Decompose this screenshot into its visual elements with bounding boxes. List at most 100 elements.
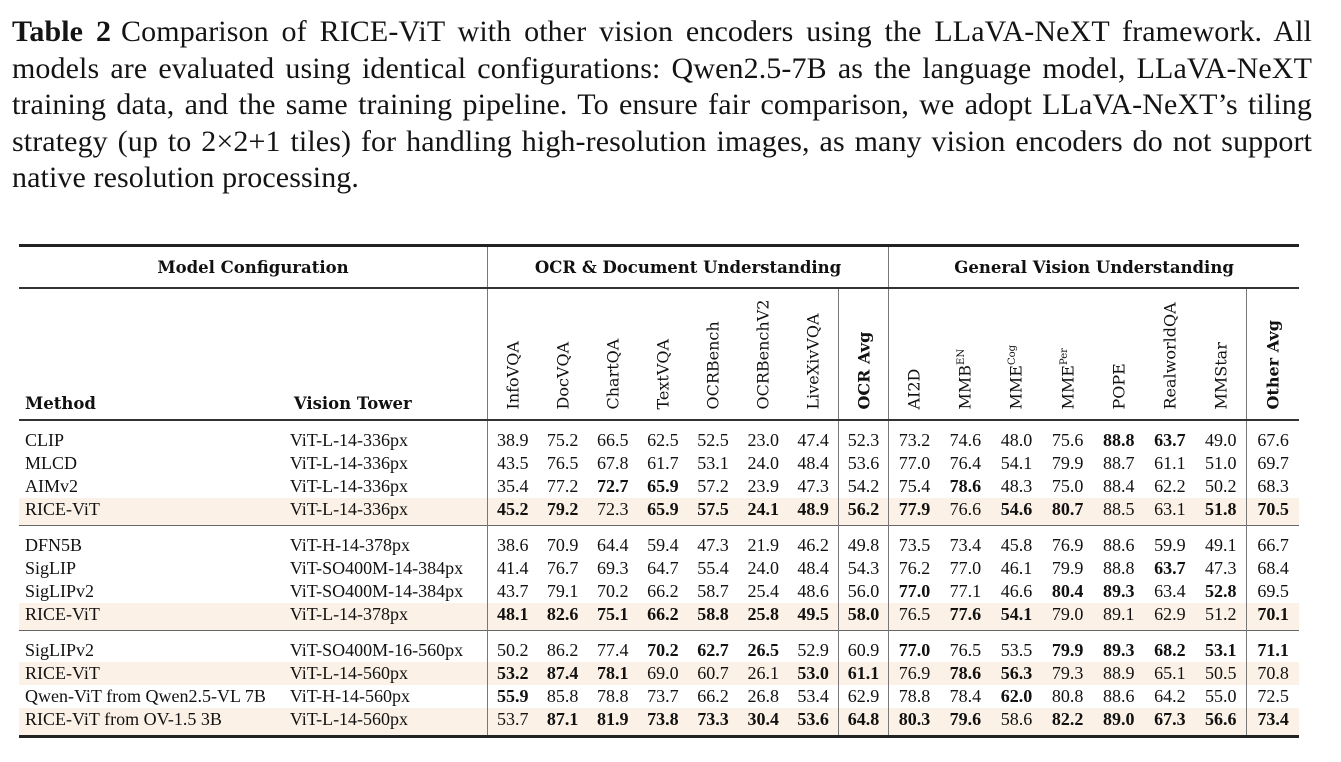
cell-score: 56.6	[1195, 708, 1247, 738]
cell-score: 61.1	[837, 662, 889, 685]
cell-score: 76.9	[888, 662, 940, 685]
cell-score: 55.4	[697, 558, 729, 578]
table-row: CLIP ViT-L-14-336px 38.9 75.2 66.5 62.5 52.5 23…	[19, 419, 1299, 452]
header-method: Method	[19, 287, 288, 420]
cell-score: 48.1	[486, 603, 538, 631]
group-general-vision: General Vision Understanding	[888, 244, 1299, 288]
cell-score: 57.2	[697, 476, 729, 496]
cell-score: 78.6	[949, 476, 982, 496]
cell-score: 64.4	[587, 525, 638, 557]
cell-score: 76.7	[546, 558, 579, 578]
header-ocrbenchv2: OCRBenchV2	[738, 287, 789, 420]
table-row: DFN5B ViT-H-14-378px 38.6 70.9 64.4 59.4 47.3 2…	[19, 525, 1299, 557]
header-mmeper: MMEPer	[1042, 287, 1094, 420]
cell-vision-tower: ViT-L-14-336px	[287, 498, 488, 526]
header-ocr-avg: OCR Avg	[837, 287, 889, 420]
cell-score: 45.8	[990, 525, 1043, 557]
header-realworldqa: RealworldQA	[1144, 287, 1196, 420]
cell-score: 62.0	[1000, 686, 1033, 706]
cell-score: 49.1	[1195, 525, 1247, 557]
cell-score: 53.1	[697, 453, 729, 473]
cell-score: 46.1	[1000, 558, 1033, 578]
cell-score: 80.7	[1042, 498, 1094, 526]
cell-score: 62.9	[837, 685, 889, 708]
cell-score: 52.5	[687, 419, 739, 452]
cell-score: 66.5	[587, 419, 638, 452]
cell-score: 48.4	[797, 453, 829, 473]
cell-score: 23.0	[738, 419, 789, 452]
cell-score: 24.0	[747, 558, 779, 578]
cell-score: 58.7	[697, 581, 729, 601]
cell-score: 77.0	[949, 558, 982, 578]
header-mmben: MMBEN	[939, 287, 991, 420]
group-model-configuration: Model Configuration	[19, 244, 488, 288]
cell-vision-tower: ViT-SO400M-14-384px	[289, 558, 464, 578]
cell-score: 54.3	[837, 557, 889, 580]
cell-score: 69.5	[1246, 580, 1299, 603]
table-row: SigLIPv2 ViT-SO400M-16-560px 50.2 86.2 77.4 7…	[19, 630, 1299, 662]
comparison-table: Model Configuration OCR & Document Under…	[19, 244, 1299, 738]
header-docvqa: DocVQA	[537, 287, 588, 420]
cell-score: 65.9	[637, 498, 688, 526]
cell-score: 78.8	[888, 685, 940, 708]
cell-score: 24.0	[747, 453, 779, 473]
cell-score: 26.1	[738, 662, 789, 685]
cell-score: 55.0	[1205, 686, 1237, 706]
cell-score: 48.6	[797, 581, 829, 601]
cell-score: 47.4	[788, 419, 839, 452]
table-body: CLIP ViT-L-14-336px 38.9 75.2 66.5 62.5 52.5 23…	[19, 419, 1299, 738]
cell-score: 75.2	[537, 419, 588, 452]
table-row: Qwen-ViT from Qwen2.5-VL 7B ViT-H-14-560p…	[19, 685, 1299, 708]
cell-score: 41.4	[486, 557, 538, 580]
cell-score: 87.4	[537, 662, 588, 685]
cell-score: 51.2	[1195, 603, 1247, 631]
table-row: RICE-ViT ViT-L-14-560px 53.2 87.4 78.1 69.0 60…	[19, 662, 1299, 685]
cell-score: 21.9	[738, 525, 789, 557]
cell-score: 62.7	[687, 630, 739, 662]
cell-method: RICE-ViT	[19, 498, 288, 526]
cell-score: 38.6	[486, 525, 538, 557]
cell-score: 63.7	[1154, 558, 1186, 578]
cell-score: 26.5	[738, 630, 789, 662]
cell-score: 88.6	[1093, 525, 1145, 557]
cell-score: 54.6	[990, 498, 1043, 526]
cell-score: 73.8	[637, 708, 688, 738]
group-ocr-document: OCR & Document Understanding	[486, 244, 889, 288]
cell-vision-tower: ViT-H-14-378px	[287, 525, 488, 557]
cell-score: 55.9	[486, 685, 538, 708]
cell-score: 26.8	[747, 686, 779, 706]
cell-method: AIMv2	[25, 476, 78, 496]
caption-label: Table 2	[12, 15, 112, 48]
cell-score: 58.6	[990, 708, 1043, 738]
cell-score: 77.4	[587, 630, 638, 662]
cell-score: 73.3	[687, 708, 739, 738]
cell-method: RICE-ViT	[19, 662, 288, 685]
cell-score: 52.9	[788, 630, 839, 662]
cell-score: 50.5	[1195, 662, 1247, 685]
table-caption: Table 2 Comparison of RICE-ViT with other…	[12, 14, 1312, 197]
header-ai2d: AI2D	[888, 287, 940, 420]
cell-score: 53.5	[990, 630, 1043, 662]
cell-score: 54.1	[1000, 453, 1033, 473]
cell-score: 89.3	[1093, 630, 1145, 662]
cell-score: 48.9	[788, 498, 839, 526]
header-mmecog: MMECog	[990, 287, 1043, 420]
cell-score: 50.2	[486, 630, 538, 662]
cell-score: 73.4	[1246, 708, 1299, 738]
cell-vision-tower: ViT-L-14-560px	[287, 662, 488, 685]
cell-score: 65.9	[647, 476, 679, 496]
cell-score: 77.2	[546, 476, 579, 496]
cell-score: 77.9	[888, 498, 940, 526]
cell-score: 68.3	[1246, 475, 1299, 498]
cell-score: 53.0	[788, 662, 839, 685]
cell-score: 64.8	[837, 708, 889, 738]
cell-score: 76.6	[939, 498, 991, 526]
cell-score: 88.5	[1093, 498, 1145, 526]
cell-score: 61.1	[1154, 453, 1186, 473]
cell-score: 87.1	[537, 708, 588, 738]
cell-score: 80.8	[1051, 686, 1084, 706]
cell-score: 70.9	[537, 525, 588, 557]
cell-score: 86.2	[537, 630, 588, 662]
cell-score: 30.4	[738, 708, 789, 738]
cell-score: 47.3	[797, 476, 829, 496]
